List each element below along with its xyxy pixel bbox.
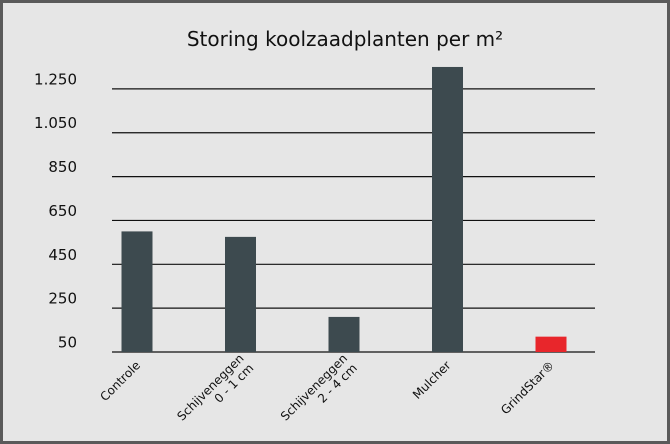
- bar: [328, 316, 360, 352]
- chart-title: Storing koolzaadplanten per m²: [187, 27, 503, 51]
- y-tick-label: 250: [48, 290, 77, 308]
- bar: [121, 231, 153, 352]
- y-tick-label: 50: [58, 334, 77, 352]
- y-tick-label: 1.050: [34, 114, 77, 132]
- bar: [432, 66, 463, 353]
- bar: [535, 336, 567, 352]
- bar: [225, 236, 256, 352]
- y-tick-label: 650: [48, 202, 77, 220]
- y-tick-label: 1.250: [34, 70, 77, 88]
- y-tick-label: 850: [48, 158, 77, 176]
- y-tick-label: 450: [48, 246, 77, 264]
